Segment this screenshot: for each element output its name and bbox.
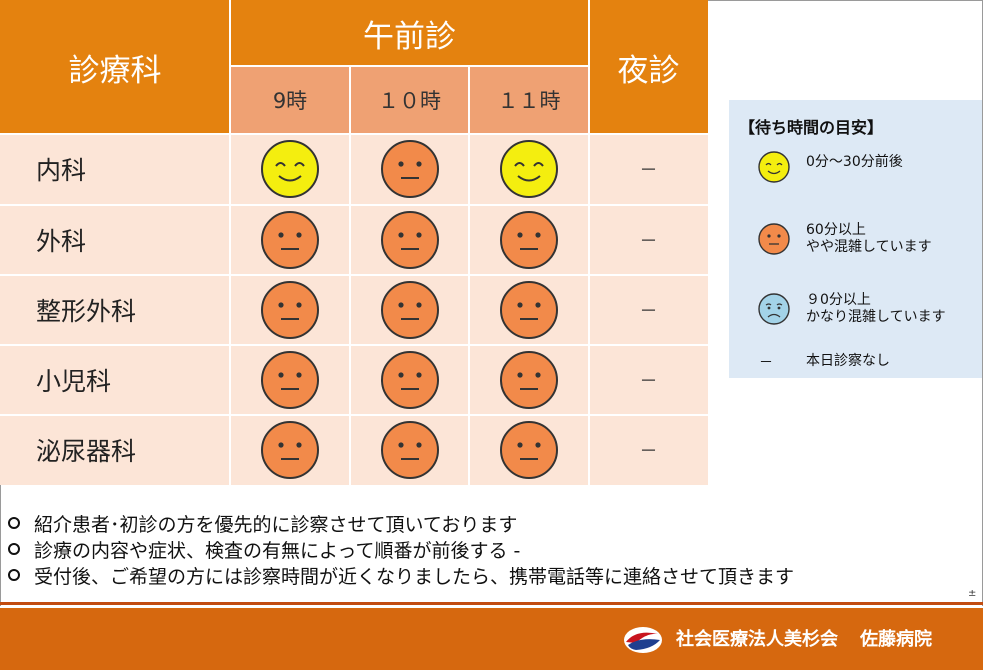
neutral-face-icon: [500, 421, 558, 479]
table-divider: [230, 65, 589, 67]
footer-divider: [0, 602, 983, 605]
table-divider: [0, 344, 708, 346]
legend-panel: 【待ち時間の目安】 0分～30分前後 60分以上 やや混雑しています ９0分: [729, 100, 982, 378]
wait-status-cell: [469, 134, 589, 204]
neutral-face-icon: [380, 140, 439, 198]
neutral-face-icon: [380, 351, 439, 409]
department-name: 外科: [0, 205, 230, 275]
wait-status-cell: [230, 345, 350, 415]
neutral-face-icon: [261, 421, 319, 479]
smile-face-icon: [758, 151, 790, 183]
header-department: 診療科: [0, 0, 230, 134]
table-divider: [229, 0, 231, 485]
hospital-logo-icon: [624, 627, 662, 653]
neutral-face-icon: [758, 223, 790, 255]
legend-sad-line2: かなり混雑しています: [806, 309, 946, 325]
neutral-face-icon: [380, 211, 439, 269]
footer-hospital-name: 佐藤病院: [860, 629, 932, 650]
smile-face-icon: [500, 140, 558, 198]
neutral-face-icon: [500, 211, 558, 269]
department-name: 整形外科: [0, 275, 230, 345]
wait-status-cell: [350, 415, 469, 485]
neutral-face-icon: [500, 281, 558, 339]
night-status-cell: －: [589, 134, 708, 204]
header-night: 夜診: [589, 0, 708, 134]
table-divider: [588, 0, 590, 485]
note-text: 受付後、ご希望の方には診察時間が近くなりましたら、携帯電話等に連絡させて頂きます: [34, 565, 795, 588]
legend-none-text: 本日診察なし: [806, 353, 890, 369]
smile-face-icon: [261, 140, 319, 198]
circle-bullet-icon: [8, 543, 20, 555]
legend-title: 【待ち時間の目安】: [739, 118, 884, 137]
neutral-face-icon: [261, 211, 319, 269]
wait-status-cell: [230, 415, 350, 485]
footer-bar: 社会医療法人美杉会 佐藤病院: [0, 608, 983, 670]
department-name: 小児科: [0, 345, 230, 415]
wait-status-cell: [469, 345, 589, 415]
note-item: 受付後、ご希望の方には診察時間が近くなりましたら、携帯電話等に連絡させて頂きます: [8, 562, 794, 588]
night-status-cell: －: [589, 345, 708, 415]
dash-icon: －: [759, 355, 773, 371]
wait-status-cell: [230, 205, 350, 275]
footer-org-name: 社会医療法人美杉会: [676, 629, 838, 650]
note-item: 紹介患者･初診の方を優先的に診察させて頂いております: [8, 510, 794, 536]
header-morning: 午前診: [230, 0, 589, 66]
wait-status-cell: [350, 275, 469, 345]
time-slot-11: １１時: [469, 66, 589, 134]
wait-status-cell: [350, 345, 469, 415]
circle-bullet-icon: [8, 517, 20, 529]
wait-status-cell: [350, 205, 469, 275]
neutral-face-icon: [380, 421, 439, 479]
notes-list: 紹介患者･初診の方を優先的に診察させて頂いております 診療の内容や症状、検査の有…: [8, 510, 794, 588]
night-status-cell: －: [589, 275, 708, 345]
department-name: 泌尿器科: [0, 415, 230, 485]
neutral-face-icon: [261, 281, 319, 339]
note-text: 紹介患者･初診の方を優先的に診察させて頂いております: [34, 513, 518, 536]
circle-bullet-icon: [8, 569, 20, 581]
wait-status-cell: [469, 275, 589, 345]
wait-status-cell: [350, 134, 469, 204]
wait-status-cell: [469, 205, 589, 275]
note-item: 診療の内容や症状、検査の有無によって順番が前後する -: [8, 536, 794, 562]
neutral-face-icon: [500, 351, 558, 409]
stray-mark: ±: [968, 588, 977, 599]
night-status-cell: －: [589, 205, 708, 275]
department-name: 内科: [0, 134, 230, 204]
sad-face-icon: [758, 293, 790, 325]
wait-status-cell: [230, 134, 350, 204]
footer-text: 社会医療法人美杉会 佐藤病院: [676, 625, 954, 651]
legend-smile-text: 0分～30分前後: [806, 154, 903, 170]
night-status-cell: －: [589, 415, 708, 485]
legend-neutral-line1: 60分以上: [806, 222, 866, 238]
neutral-face-icon: [380, 281, 439, 339]
footer-divider-gap: [0, 606, 983, 608]
table-divider: [0, 274, 708, 276]
legend-neutral-line2: やや混雑しています: [806, 239, 932, 255]
note-text: 診療の内容や症状、検査の有無によって順番が前後する -: [34, 539, 521, 562]
time-slot-10: １０時: [350, 66, 469, 134]
time-slot-9: 9時: [230, 66, 350, 134]
table-divider: [0, 414, 708, 416]
wait-status-cell: [230, 275, 350, 345]
table-divider: [0, 204, 708, 206]
legend-sad-line1: ９0分以上: [806, 292, 871, 308]
wait-status-cell: [469, 415, 589, 485]
neutral-face-icon: [261, 351, 319, 409]
table-divider: [0, 133, 708, 135]
